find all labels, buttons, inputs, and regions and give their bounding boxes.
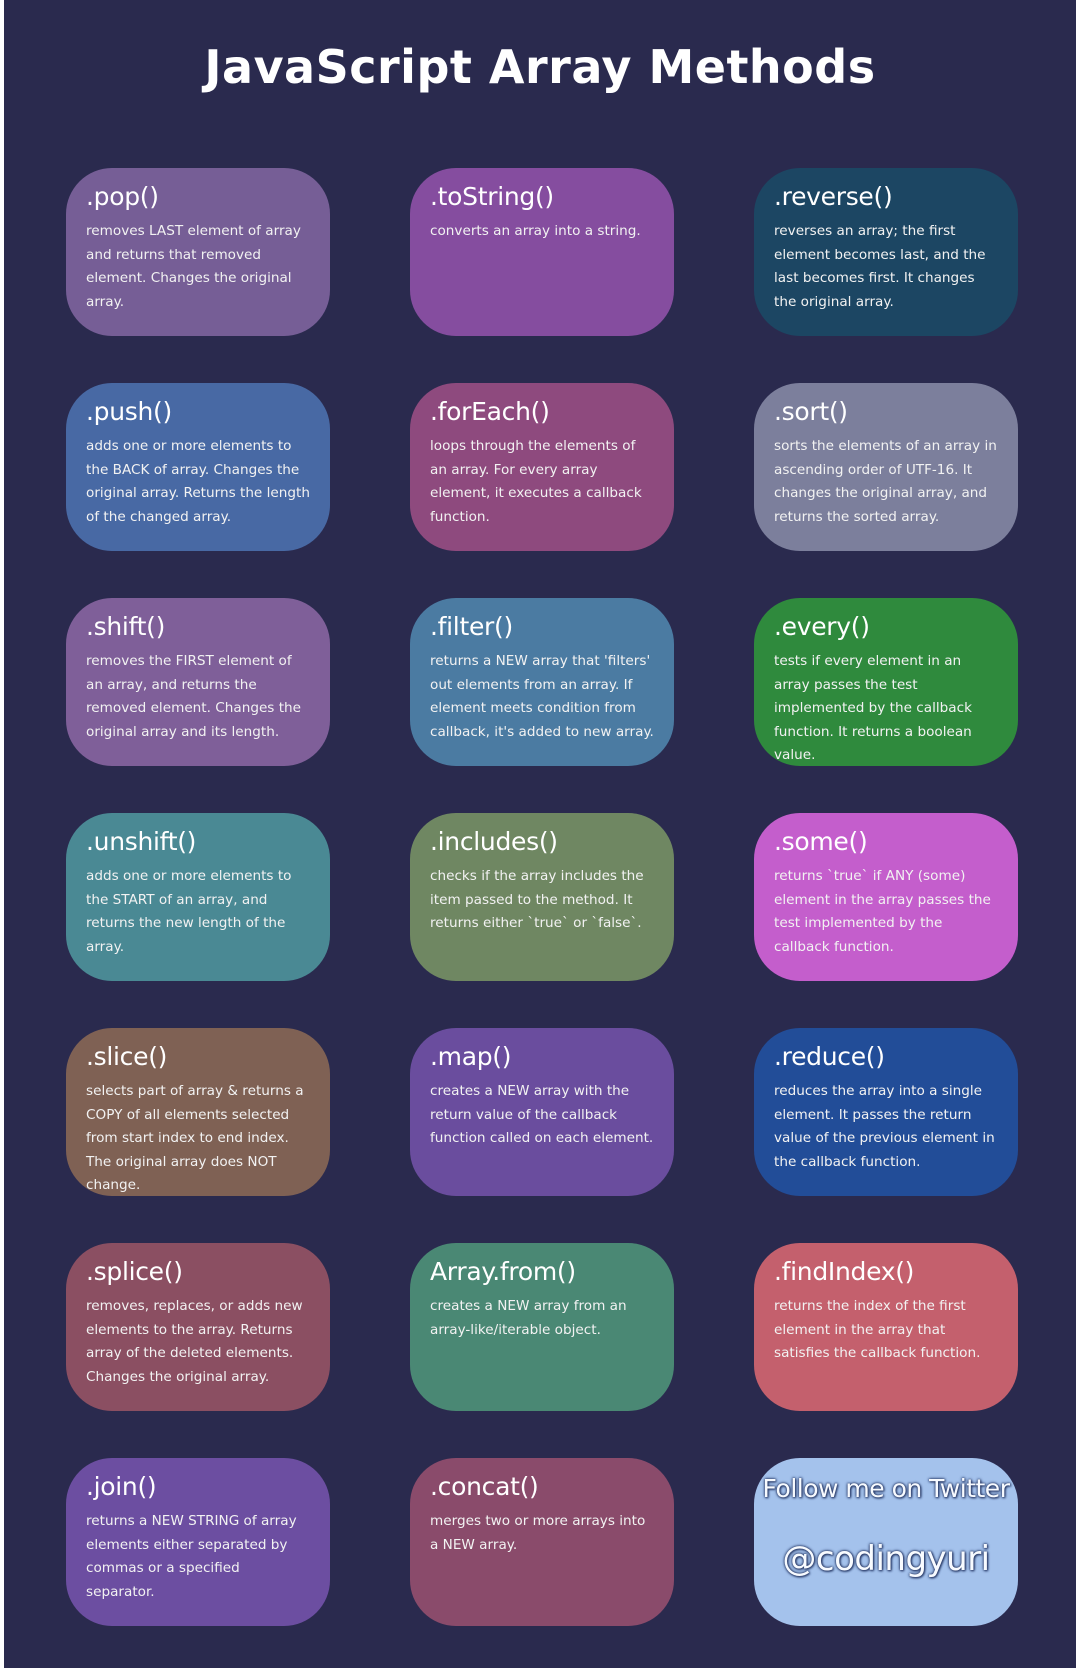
method-description: checks if the array includes the item pa… (430, 868, 644, 931)
follow-text: Follow me on Twitter (762, 1474, 1010, 1503)
method-description: removes LAST element of array and return… (86, 223, 301, 310)
method-card: .concat() merges two or more arrays into … (410, 1458, 674, 1626)
method-card: .every() tests if every element in an arr… (754, 598, 1018, 766)
methods-grid: .pop() removes LAST element of array and … (66, 168, 1018, 1626)
method-description: adds one or more elements to the START o… (86, 868, 292, 955)
method-name: .sort() (774, 397, 848, 426)
twitter-handle: @codingyuri (782, 1539, 990, 1579)
page-title: JavaScript Array Methods (204, 40, 876, 94)
method-card: Array.from() creates a NEW array from an … (410, 1243, 674, 1411)
method-description: returns the index of the first element i… (774, 1298, 981, 1361)
method-card: .filter() returns a NEW array that 'filte… (410, 598, 674, 766)
method-name: .pop() (86, 182, 159, 211)
method-card: .push() adds one or more elements to the … (66, 383, 330, 551)
method-name: Array.from() (430, 1257, 576, 1286)
method-name: .findIndex() (774, 1257, 915, 1286)
method-name: .toString() (430, 182, 554, 211)
method-card: .pop() removes LAST element of array and … (66, 168, 330, 336)
method-card: .includes() checks if the array includes … (410, 813, 674, 981)
method-description: tests if every element in an array passe… (774, 653, 972, 763)
method-description: returns `true` if ANY (some) element in … (774, 868, 991, 955)
method-description: creates a NEW array from an array-like/i… (430, 1298, 627, 1338)
method-description: returns a NEW array that 'filters' out e… (430, 653, 654, 740)
method-card: .join() returns a NEW STRING of array ele… (66, 1458, 330, 1626)
method-name: .unshift() (86, 827, 197, 856)
twitter-follow-card: Follow me on Twitter @codingyuri (754, 1458, 1018, 1626)
method-name: .push() (86, 397, 172, 426)
method-card: .slice() selects part of array & returns … (66, 1028, 330, 1196)
method-name: .every() (774, 612, 870, 641)
method-name: .slice() (86, 1042, 168, 1071)
method-description: removes, replaces, or adds new elements … (86, 1298, 303, 1385)
method-card: .shift() removes the FIRST element of an … (66, 598, 330, 766)
method-description: creates a NEW array with the return valu… (430, 1083, 654, 1146)
method-card: .some() returns `true` if ANY (some) elem… (754, 813, 1018, 981)
method-name: .map() (430, 1042, 512, 1071)
method-name: .shift() (86, 612, 166, 641)
method-card: .sort() sorts the elements of an array in… (754, 383, 1018, 551)
method-name: .splice() (86, 1257, 183, 1286)
method-name: .join() (86, 1472, 157, 1501)
method-name: .some() (774, 827, 868, 856)
method-name: .reduce() (774, 1042, 885, 1071)
method-card: .forEach() loops through the elements of … (410, 383, 674, 551)
method-description: reduces the array into a single element.… (774, 1083, 995, 1170)
method-description: converts an array into a string. (430, 223, 641, 239)
poster: JavaScript Array Methods .pop() removes L… (4, 0, 1076, 1668)
method-description: reverses an array; the first element bec… (774, 223, 986, 310)
method-name: .filter() (430, 612, 513, 641)
method-description: removes the FIRST element of an array, a… (86, 653, 302, 740)
method-card: .splice() removes, replaces, or adds new … (66, 1243, 330, 1411)
method-card: .toString() converts an array into a stri… (410, 168, 674, 336)
method-description: adds one or more elements to the BACK of… (86, 438, 310, 525)
method-name: .includes() (430, 827, 558, 856)
method-card: .findIndex() returns the index of the fir… (754, 1243, 1018, 1411)
method-description: returns a NEW STRING of array elements e… (86, 1513, 297, 1600)
method-name: .reverse() (774, 182, 893, 211)
method-name: .concat() (430, 1472, 539, 1501)
method-description: merges two or more arrays into a NEW arr… (430, 1513, 646, 1553)
method-card: .map() creates a NEW array with the retur… (410, 1028, 674, 1196)
method-description: loops through the elements of an array. … (430, 438, 642, 525)
method-description: selects part of array & returns a COPY o… (86, 1083, 304, 1193)
method-card: .reverse() reverses an array; the first e… (754, 168, 1018, 336)
method-card: .reduce() reduces the array into a single… (754, 1028, 1018, 1196)
method-name: .forEach() (430, 397, 550, 426)
method-card: .unshift() adds one or more elements to t… (66, 813, 330, 981)
method-description: sorts the elements of an array in ascend… (774, 438, 997, 525)
